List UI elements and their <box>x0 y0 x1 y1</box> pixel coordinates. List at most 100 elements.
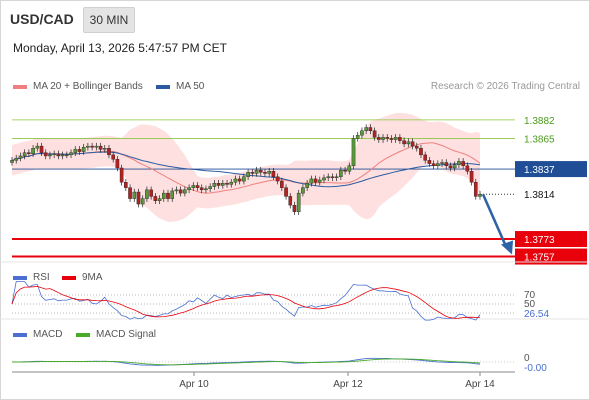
candle <box>305 180 309 191</box>
rsi-ma-swatch <box>62 275 76 280</box>
candle <box>427 157 432 167</box>
pivot-box <box>515 161 587 178</box>
candle <box>81 143 86 155</box>
candle <box>292 201 297 215</box>
candle <box>191 182 196 191</box>
candle <box>136 188 141 208</box>
candle-body <box>35 145 40 149</box>
candle <box>406 138 411 148</box>
support-box <box>515 231 587 248</box>
candle <box>161 189 166 202</box>
candle-body <box>448 165 453 169</box>
rsi-current-label: 26.54 <box>524 309 549 320</box>
candle <box>347 162 352 175</box>
candle <box>22 149 27 160</box>
candle <box>423 151 427 164</box>
candle <box>174 186 179 195</box>
support-label: 1.3757 <box>524 253 555 264</box>
pivot-label: 1.3837 <box>524 165 555 176</box>
candle-body <box>381 137 385 140</box>
candle <box>389 135 394 143</box>
candle-body <box>330 176 335 179</box>
candle <box>452 161 457 172</box>
macd-signal-swatch <box>76 332 90 337</box>
candle-body <box>309 178 314 184</box>
bollinger-band <box>12 112 480 222</box>
candle <box>124 178 128 191</box>
candle <box>225 180 229 188</box>
candle <box>330 173 335 182</box>
candle <box>288 193 293 209</box>
candle-body <box>174 189 179 192</box>
candle <box>431 160 436 170</box>
rsi-panel: 70 50 26.54 <box>11 281 549 321</box>
candle-body <box>343 169 347 172</box>
candle <box>296 189 301 215</box>
x-tick-label: Apr 12 <box>333 379 363 390</box>
candle-body <box>136 191 141 205</box>
macd-signal-line <box>12 358 481 366</box>
candle-body <box>153 196 158 201</box>
candle-body <box>322 177 326 181</box>
rsi-ma-line <box>11 285 481 319</box>
candle-body <box>301 187 305 194</box>
candle <box>195 182 200 191</box>
candle-body <box>410 141 415 147</box>
timeframe-button[interactable]: 30 MIN <box>83 7 135 33</box>
resistance-label: 1.3865 <box>524 134 555 145</box>
candle-body <box>431 163 436 166</box>
candle-body <box>145 189 149 199</box>
current-price-label: 1.3814 <box>524 190 555 201</box>
candle <box>258 166 263 176</box>
candle <box>98 142 103 153</box>
candle <box>364 124 368 135</box>
candle <box>153 193 158 205</box>
candle-body <box>444 162 449 166</box>
candle-body <box>161 192 166 199</box>
candle-body <box>288 196 293 206</box>
candle <box>18 152 23 162</box>
candle-body <box>81 146 86 152</box>
candle-body <box>18 155 23 159</box>
candle-body <box>296 192 301 212</box>
rsi-legend-label: RSI <box>33 272 50 283</box>
candle-body <box>368 127 373 131</box>
bollinger-fill <box>12 112 480 222</box>
legend-rsi: RSI <box>13 272 50 283</box>
macd-panel: 0 -0.00 <box>12 353 547 374</box>
candle-body <box>254 169 259 174</box>
candle <box>377 134 381 143</box>
candle <box>284 184 288 200</box>
candle-body <box>364 127 368 131</box>
candle-body <box>351 138 356 166</box>
legend-macd-signal: MACD Signal <box>76 329 156 340</box>
x-tick-label: Apr 14 <box>465 379 495 390</box>
candle-body <box>347 165 352 172</box>
candle-body <box>372 130 377 138</box>
rsi-swatch <box>13 275 27 280</box>
candle-body <box>419 148 423 156</box>
legend-macd: MACD <box>13 329 62 340</box>
candle-body <box>221 183 225 186</box>
rsi-70-label: 70 <box>524 290 536 301</box>
candle-body <box>334 176 339 179</box>
candle <box>43 149 48 160</box>
candle <box>170 187 175 202</box>
candle-body <box>284 187 288 197</box>
candle <box>115 155 120 172</box>
macd-current-label: -0.00 <box>524 363 547 374</box>
candle-body <box>119 167 124 183</box>
candle <box>69 149 73 159</box>
macd-legend-label: MACD <box>33 329 63 340</box>
candle-body <box>31 148 35 154</box>
candle <box>326 173 331 182</box>
macd-swatch <box>13 332 27 337</box>
candle-body <box>275 176 280 182</box>
candle <box>393 134 398 143</box>
candle <box>204 185 208 194</box>
candle-body <box>473 181 478 197</box>
candle-body <box>326 176 331 179</box>
candle-body <box>14 157 19 161</box>
candle <box>355 131 360 142</box>
candle <box>351 135 356 170</box>
